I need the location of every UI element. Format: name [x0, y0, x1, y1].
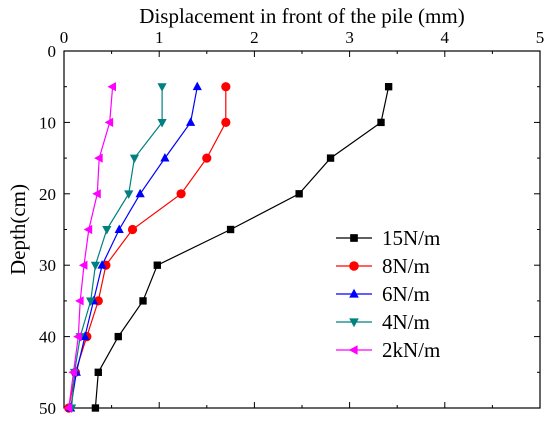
- x-tick-label: 5: [536, 28, 545, 47]
- y-tick-label: 20: [39, 185, 56, 204]
- x-tick-label: 2: [250, 28, 259, 47]
- marker-triangle-up: [97, 260, 107, 269]
- y-axis-title: Depth(cm): [6, 184, 30, 275]
- series-line: [68, 86, 114, 409]
- legend: 15N/m 8N/m 6N/m 4N/m 2kN/m: [336, 226, 440, 362]
- legend-label: 15N/m: [382, 226, 440, 250]
- marker-triangle-down: [86, 297, 96, 306]
- marker-triangle-up: [160, 153, 170, 162]
- series-1: [64, 82, 231, 413]
- marker-triangle-left: [75, 296, 84, 306]
- marker-circle: [221, 117, 231, 127]
- marker-triangle-up: [192, 81, 202, 91]
- series-0: [91, 83, 393, 412]
- y-tick-label: 40: [39, 328, 56, 347]
- x-tick-label: 1: [155, 28, 164, 47]
- marker-triangle-up: [80, 331, 90, 341]
- marker-triangle-up: [186, 117, 196, 126]
- marker-square: [153, 261, 161, 269]
- marker-circle: [349, 261, 359, 271]
- legend-label: 4N/m: [382, 310, 430, 334]
- axis-ticks: [63, 50, 541, 409]
- marker-square: [94, 368, 102, 376]
- marker-triangle-down: [102, 226, 112, 235]
- x-tick-label: 3: [345, 28, 354, 47]
- marker-triangle-left: [107, 82, 117, 92]
- series-layer: [63, 81, 393, 414]
- legend-item: 15N/m: [336, 226, 440, 250]
- marker-triangle-up: [349, 288, 359, 298]
- legend-item: 2kN/m: [336, 338, 440, 362]
- series-line: [94, 86, 390, 409]
- marker-square: [326, 154, 335, 162]
- marker-circle: [127, 224, 138, 235]
- legend-label: 6N/m: [382, 282, 430, 306]
- marker-circle: [221, 82, 231, 92]
- marker-triangle-down: [157, 83, 167, 92]
- series-line: [68, 86, 227, 409]
- marker-triangle-left: [83, 224, 93, 235]
- marker-square: [226, 225, 235, 234]
- marker-triangle-left: [92, 189, 101, 199]
- marker-triangle-left: [73, 332, 82, 342]
- marker-square: [139, 297, 147, 305]
- legend-item: 4N/m: [336, 310, 430, 334]
- marker-triangle-left: [78, 260, 88, 270]
- x-tick-label: 4: [441, 28, 450, 47]
- marker-triangle-down: [349, 318, 359, 328]
- x-axis-title: Displacement in front of the pile (mm): [139, 4, 464, 28]
- legend-label: 8N/m: [382, 254, 430, 278]
- series-line: [70, 86, 198, 409]
- marker-triangle-left: [68, 367, 77, 377]
- y-tick-label: 50: [39, 399, 56, 418]
- marker-triangle-down: [157, 118, 167, 128]
- marker-triangle-left: [63, 403, 73, 413]
- marker-square: [295, 190, 303, 198]
- y-tick-label: 30: [39, 256, 56, 275]
- marker-triangle-down: [124, 190, 134, 199]
- y-tick-label: 0: [48, 42, 57, 61]
- legend-item: 8N/m: [336, 254, 430, 278]
- marker-square: [114, 332, 122, 341]
- series-4: [63, 82, 117, 413]
- marker-triangle-down: [90, 261, 101, 271]
- series-3: [67, 83, 167, 414]
- marker-triangle-left: [94, 153, 103, 163]
- y-tick-label: 10: [39, 113, 56, 132]
- series-line: [71, 86, 163, 409]
- marker-square: [384, 83, 393, 91]
- x-tick-label: 0: [60, 28, 69, 47]
- legend-item: 6N/m: [336, 282, 430, 306]
- marker-circle: [176, 189, 186, 199]
- marker-triangle-up: [114, 224, 124, 233]
- legend-label: 2kN/m: [382, 338, 440, 362]
- marker-triangle-down: [129, 154, 140, 164]
- marker-triangle-left: [104, 117, 114, 127]
- marker-triangle-left: [348, 345, 358, 355]
- marker-square: [350, 234, 358, 242]
- marker-square: [91, 404, 100, 412]
- marker-triangle-up: [135, 188, 145, 198]
- marker-circle: [202, 153, 212, 163]
- marker-square: [377, 118, 385, 127]
